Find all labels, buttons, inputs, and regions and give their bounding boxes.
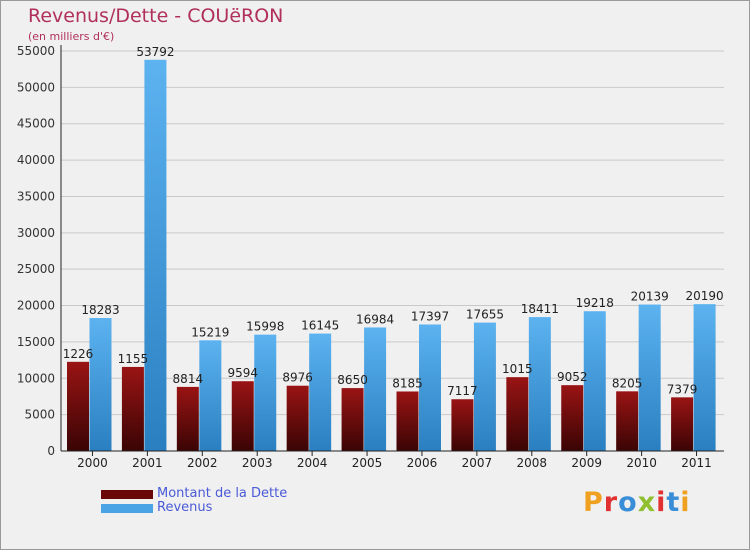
- legend-swatch-dette: [101, 490, 153, 499]
- x-tick-label: 2008: [517, 456, 548, 470]
- y-tick-label: 35000: [17, 189, 55, 203]
- bar-dette: [67, 361, 89, 451]
- data-label-dette: 7379: [667, 382, 698, 396]
- data-label-dette: 8814: [173, 372, 204, 386]
- x-tick-label: 2010: [626, 456, 657, 470]
- data-label-revenus: 19218: [576, 296, 614, 310]
- bar-dette: [561, 385, 584, 451]
- bar-revenus: [364, 327, 387, 451]
- chart-subtitle: (en milliers d'€): [28, 30, 115, 43]
- logo-letter: i: [680, 487, 691, 518]
- bar-dette: [396, 391, 419, 451]
- logo-letter: o: [618, 487, 638, 518]
- data-label-revenus: 16145: [301, 319, 339, 333]
- logo-letter: r: [603, 487, 619, 518]
- bar-revenus: [583, 311, 606, 451]
- y-tick-label: 0: [47, 444, 55, 458]
- x-tick-label: 2002: [187, 456, 218, 470]
- y-tick-label: 15000: [17, 335, 55, 349]
- data-label-revenus: 18411: [521, 302, 559, 316]
- data-label-dette: 7117: [447, 384, 478, 398]
- logo-letter: i: [656, 487, 667, 518]
- y-tick-label: 20000: [17, 299, 55, 313]
- data-label-revenus: 17655: [466, 308, 504, 322]
- bar-revenus: [254, 334, 277, 451]
- logo-letter: t: [666, 487, 681, 518]
- y-tick-label: 5000: [24, 408, 55, 422]
- bar-dette: [506, 377, 529, 451]
- data-label-dette: 8185: [392, 376, 423, 390]
- y-tick-label: 25000: [17, 262, 55, 276]
- legend-item-revenus: Revenus: [101, 500, 361, 516]
- data-label-revenus: 18283: [81, 303, 119, 317]
- y-tick-label: 10000: [17, 371, 55, 385]
- proxiti-logo: Proxiti: [583, 487, 691, 518]
- legend-swatch-revenus: [101, 504, 153, 513]
- bar-revenus: [638, 304, 661, 451]
- bar-revenus: [528, 317, 551, 451]
- x-tick-label: 2011: [681, 456, 712, 470]
- x-tick-label: 2004: [297, 456, 328, 470]
- data-label-dette: 1015: [502, 362, 533, 376]
- logo-letter: x: [637, 487, 657, 518]
- data-label-revenus: 53792: [136, 45, 174, 59]
- chart-title: Revenus/Dette - COUëRON: [28, 5, 284, 27]
- bar-dette: [671, 397, 694, 451]
- data-label-dette: 9052: [557, 370, 588, 384]
- data-label-dette: 9594: [227, 366, 258, 380]
- legend-label-revenus: Revenus: [157, 500, 213, 515]
- bar-revenus: [419, 324, 441, 451]
- y-tick-label: 55000: [17, 44, 55, 58]
- bar-dette: [451, 399, 474, 451]
- bar-revenus: [144, 59, 167, 451]
- data-label-dette: 1155: [118, 352, 149, 366]
- legend-item-dette: Montant de la Dette: [101, 486, 361, 502]
- bar-dette: [286, 385, 309, 451]
- data-label-dette: 8205: [612, 376, 643, 390]
- data-label-dette: 1226: [63, 347, 94, 361]
- bar-revenus: [309, 333, 332, 451]
- data-label-revenus: 17397: [411, 309, 449, 323]
- x-tick-label: 2003: [242, 456, 273, 470]
- x-tick-label: 2006: [407, 456, 438, 470]
- legend-label-dette: Montant de la Dette: [157, 486, 288, 501]
- data-label-dette: 8976: [282, 371, 313, 385]
- bar-revenus: [473, 322, 496, 451]
- y-tick-label: 45000: [17, 117, 55, 131]
- bar-revenus: [199, 340, 222, 451]
- bar-revenus: [693, 304, 716, 451]
- x-tick-label: 2000: [77, 456, 108, 470]
- data-label-revenus: 15998: [246, 320, 284, 334]
- x-tick-label: 2007: [462, 456, 493, 470]
- x-tick-label: 2005: [352, 456, 383, 470]
- data-label-revenus: 20190: [685, 289, 723, 303]
- x-tick-label: 2001: [132, 456, 163, 470]
- y-tick-label: 50000: [17, 80, 55, 94]
- data-label-revenus: 20139: [631, 290, 669, 304]
- y-tick-label: 30000: [17, 226, 55, 240]
- bar-dette: [341, 388, 364, 451]
- logo-letter: P: [583, 487, 604, 518]
- bar-revenus: [89, 318, 112, 451]
- bar-dette: [176, 386, 199, 451]
- bar-dette: [231, 381, 254, 451]
- bar-dette: [121, 366, 144, 451]
- data-label-revenus: 16984: [356, 312, 394, 326]
- y-tick-label: 40000: [17, 153, 55, 167]
- data-label-dette: 8650: [337, 373, 368, 387]
- bar-dette: [616, 391, 639, 451]
- data-label-revenus: 15219: [191, 325, 229, 339]
- x-tick-label: 2009: [571, 456, 602, 470]
